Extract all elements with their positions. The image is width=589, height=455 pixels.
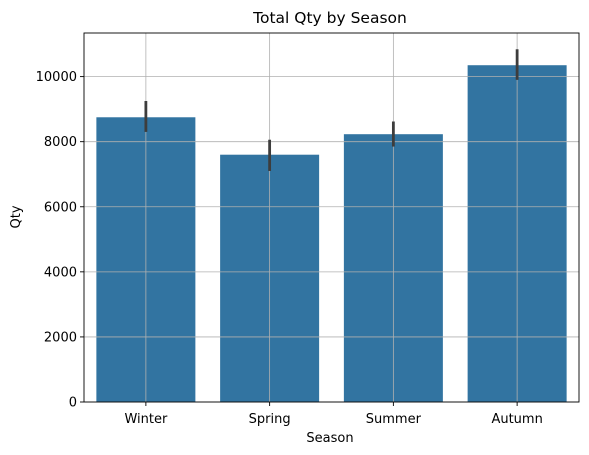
error-bars xyxy=(144,49,519,171)
x-tick-label-spring: Spring xyxy=(249,412,291,427)
x-ticks: Winter Spring Summer Autumn xyxy=(124,402,543,427)
y-tick-label: 8000 xyxy=(44,135,77,150)
x-tick-label-summer: Summer xyxy=(366,412,422,427)
plot-frame xyxy=(83,32,580,403)
y-tick-label: 10000 xyxy=(36,70,77,85)
y-tick-label: 2000 xyxy=(44,330,77,345)
y-tick-label: 0 xyxy=(69,396,77,411)
axes xyxy=(83,32,580,403)
y-axis-label: Qty xyxy=(9,205,24,228)
y-ticks: 0 2000 4000 6000 8000 10000 xyxy=(36,70,84,411)
y-tick-label: 4000 xyxy=(44,265,77,280)
chart-title: Total Qty by Season xyxy=(252,9,407,27)
x-tick-label-autumn: Autumn xyxy=(491,412,542,427)
bars xyxy=(96,65,567,403)
x-tick-label-winter: Winter xyxy=(124,412,168,427)
y-tick-label: 6000 xyxy=(44,200,77,215)
x-axis-label: Season xyxy=(306,431,353,446)
